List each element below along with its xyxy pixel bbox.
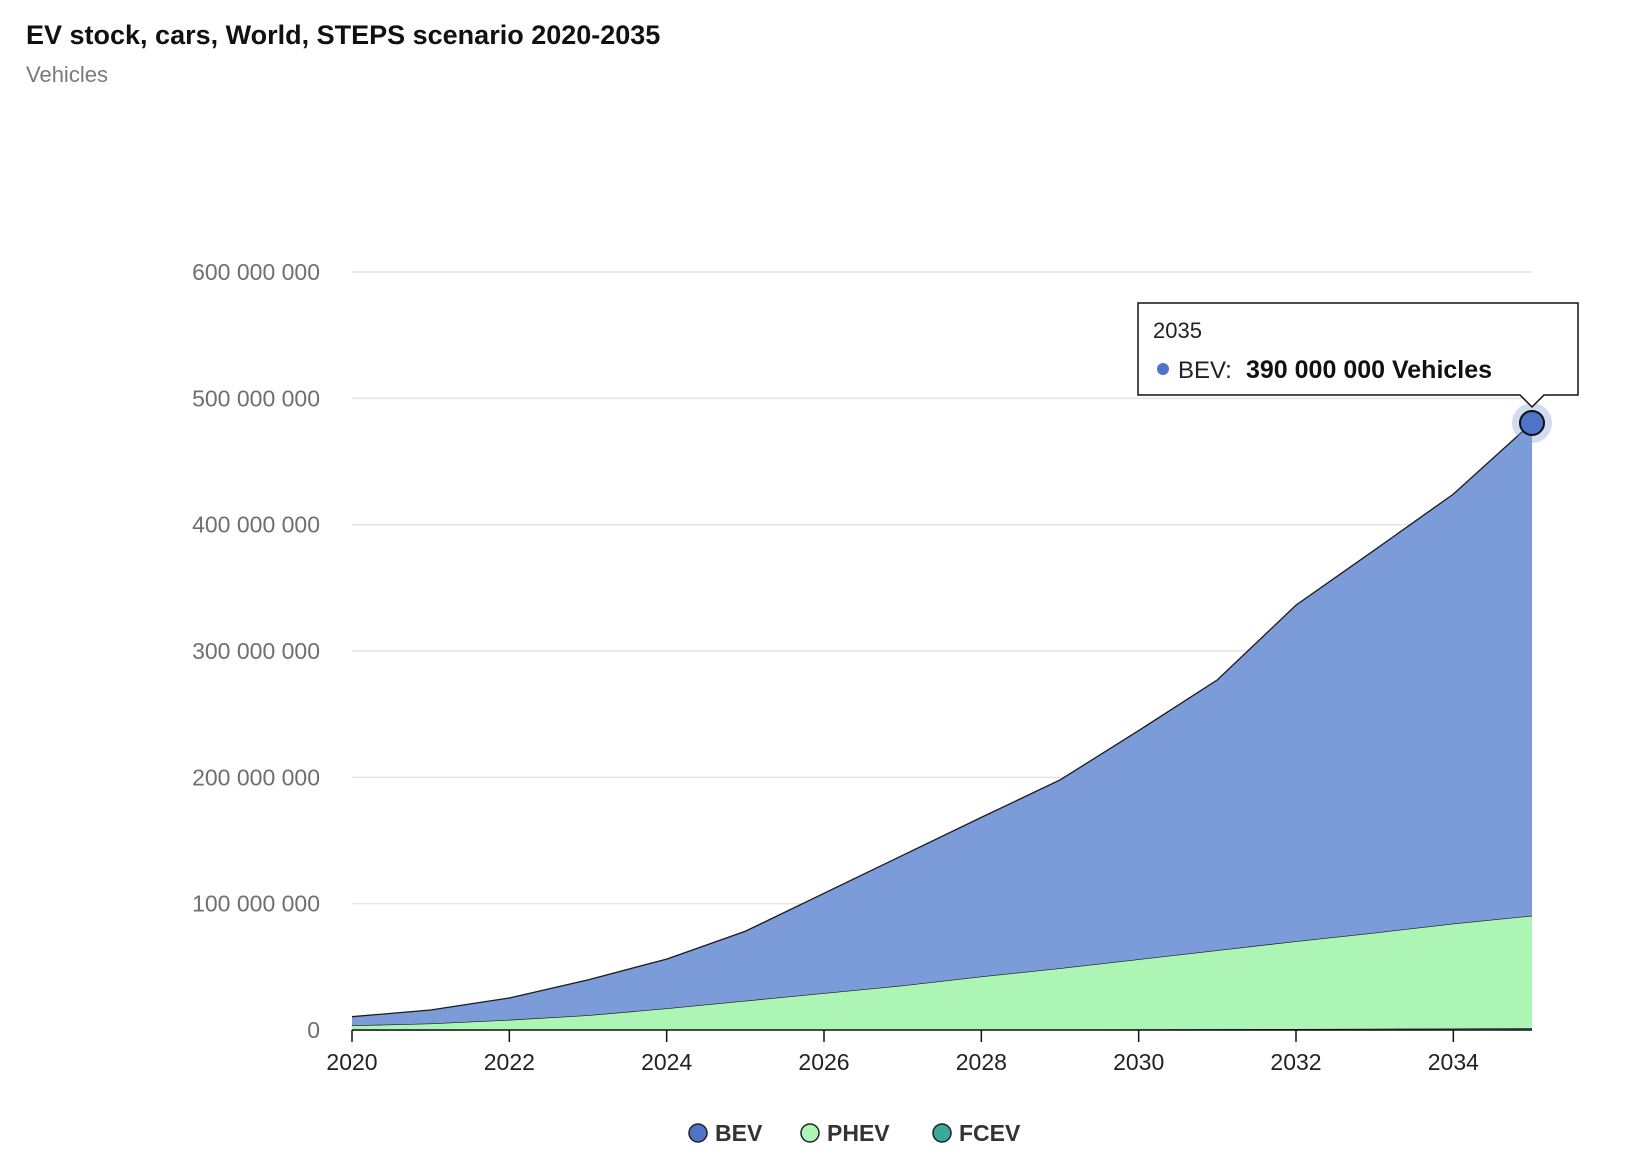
highlight-point[interactable] xyxy=(1519,409,1545,436)
tooltip-series-dot xyxy=(1157,362,1169,375)
legend-marker xyxy=(688,1123,708,1143)
x-tick-label: 2026 xyxy=(798,1049,849,1075)
legend-item-bev[interactable]: BEV xyxy=(688,1120,763,1146)
y-tick-label: 600 000 000 xyxy=(192,259,320,285)
legend-label: FCEV xyxy=(959,1120,1021,1146)
chart-title: EV stock, cars, World, STEPS scenario 20… xyxy=(26,20,661,50)
legend[interactable]: BEV PHEV FCEV xyxy=(688,1120,1021,1146)
tooltip-series-label: BEV: xyxy=(1178,357,1232,384)
y-tick-label: 300 000 000 xyxy=(192,638,320,664)
legend-item-fcev[interactable]: FCEV xyxy=(932,1120,1021,1146)
tooltip-year: 2035 xyxy=(1153,318,1202,343)
x-tick-label: 2028 xyxy=(956,1049,1007,1075)
chart-subtitle: Vehicles xyxy=(26,62,108,87)
tooltip-value: 390 000 000 Vehicles xyxy=(1246,356,1492,384)
axes: 2020 2022 2024 2026 2028 2030 2032 2034 xyxy=(326,1029,1532,1075)
tooltip: 2035 BEV: 390 000 000 Vehicles xyxy=(1137,302,1579,443)
x-tick-label: 2020 xyxy=(326,1049,377,1075)
line-bev xyxy=(351,422,1533,1018)
legend-label: BEV xyxy=(715,1120,763,1146)
series-areas xyxy=(351,422,1533,1031)
legend-label: PHEV xyxy=(827,1120,890,1146)
area-bev[interactable] xyxy=(352,422,1532,1026)
x-tick-label: 2022 xyxy=(484,1049,535,1075)
tooltip-box xyxy=(1137,302,1579,409)
y-tick-label: 0 xyxy=(307,1017,320,1043)
legend-marker xyxy=(800,1123,820,1143)
y-tick-label: 500 000 000 xyxy=(192,385,320,411)
y-tick-label: 200 000 000 xyxy=(192,764,320,790)
x-tick-label: 2030 xyxy=(1113,1049,1164,1075)
x-tick-label: 2024 xyxy=(641,1049,692,1075)
x-tick-label: 2034 xyxy=(1428,1049,1479,1075)
legend-marker xyxy=(932,1123,952,1143)
area-phev[interactable] xyxy=(352,915,1532,1030)
y-tick-label: 100 000 000 xyxy=(192,891,320,917)
legend-item-phev[interactable]: PHEV xyxy=(800,1120,890,1146)
y-tick-label: 400 000 000 xyxy=(192,512,320,538)
x-tick-label: 2032 xyxy=(1270,1049,1321,1075)
